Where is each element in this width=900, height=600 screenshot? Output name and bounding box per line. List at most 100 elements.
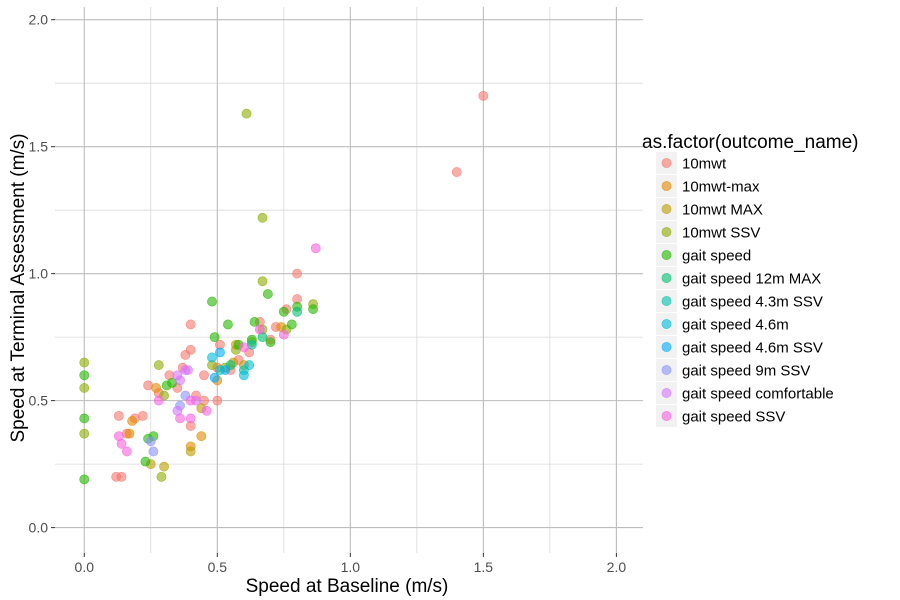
legend-label-10mwt-ssv: 10mwt SSV [682,225,760,242]
point-gait-speed-4-6m [207,352,217,363]
y-tick-label: 1.5 [29,139,49,155]
point-gait-speed-comfortable [175,375,185,386]
point-10mwt [185,319,196,330]
point-gait-speed-4-6m-ssv [215,347,225,358]
point-gait-speed-4-6m [244,360,255,370]
point-gait-speed [223,319,233,330]
legend-swatch-gait-speed-12m-max [661,273,672,283]
point-10mwt-max [196,431,207,442]
legend-swatch-gait-speed [661,250,672,260]
point-gait-speed-ssv [239,342,249,353]
point-gait-speed [140,456,151,467]
y-tick-label: 2.0 [29,12,49,28]
legend-swatch-10mwt-max [661,181,672,191]
point-10mwt-ssv [257,276,268,287]
point-gait-speed [207,296,217,307]
x-tick-label: 1.0 [341,559,361,575]
point-10mwt-ssv [257,212,268,223]
legend-swatch-gait-speed-4-6m-ssv [661,342,672,352]
point-10mwt-ssv [79,383,90,393]
legend-label-gait-speed-12m-max: gait speed 12m MAX [682,271,821,288]
legend-label-10mwt: 10mwt [682,156,727,173]
legend: as.factor(outcome_name) 10mwt10mwt-max10… [642,132,859,427]
point-gait-speed [249,317,260,327]
point-10mwt-ssv [79,428,90,439]
point-10mwt-ssv [156,471,167,482]
point-gait-speed-4-6m-ssv [209,372,220,383]
point-gait-speed-9m-ssv [145,436,156,447]
point-gait-speed-ssv [121,446,132,457]
legend-swatch-gait-speed-4-3m-ssv [661,296,672,306]
legend-label-gait-speed-4-3m-ssv: gait speed 4.3m SSV [682,294,823,311]
point-gait-speed-ssv [201,405,212,416]
point-10mwt-ssv [153,360,164,370]
point-gait-speed-ssv [175,413,185,424]
point-10mwt-ssv [241,108,252,119]
point-gait-speed [209,332,220,343]
point-gait-speed-4-6m-ssv [220,365,231,376]
legend-label-gait-speed-4-6m: gait speed 4.6m [682,317,789,334]
legend-swatch-gait-speed-4-6m [661,319,672,329]
legend-swatch-10mwt-max [661,204,672,214]
point-10mwt [478,90,489,101]
point-10mwt [113,410,124,421]
point-gait-speed-ssv [310,243,321,254]
point-10mwt-max [185,446,196,457]
point-gait-speed-12m-max [292,306,303,317]
y-axis-title: Speed at Terminal Assessment (m/s) [8,133,29,442]
point-gait-speed-comfortable [183,365,193,376]
point-10mwt [212,395,223,406]
point-gait-speed-ssv [185,413,196,424]
point-gait-speed [278,306,289,317]
point-10mwt-ssv [79,357,90,368]
point-gait-speed-ssv [254,324,265,335]
point-gait-speed-ssv [113,431,124,442]
panel-background [55,7,643,553]
y-tick-label: 0.5 [29,393,49,409]
point-10mwt [292,268,303,279]
legend-swatch-10mwt [661,158,672,168]
point-10mwt [116,471,127,482]
point-gait-speed-ssv [153,395,164,406]
legend-label-gait-speed-4-6m-ssv: gait speed 4.6m SSV [682,340,823,357]
point-10mwt-max [151,383,162,393]
point-gait-speed [79,413,90,424]
legend-label-10mwt-max: 10mwt MAX [682,202,763,219]
point-gait-speed [79,474,90,485]
x-tick-label: 1.5 [474,559,494,575]
point-gait-speed [265,337,276,348]
legend-label-gait-speed-ssv: gait speed SSV [682,409,785,426]
legend-swatch-gait-speed-9m-ssv [661,365,672,375]
point-10mwt [451,167,462,177]
point-10mwt-max [124,428,135,439]
grid-lines [55,7,643,553]
legend-label-10mwt-max: 10mwt-max [682,179,760,196]
point-10mwt-max [159,461,169,472]
x-tick-label: 0.0 [75,559,95,575]
x-tick-label: 2.0 [607,559,627,575]
point-gait-speed-ssv [278,329,289,340]
x-tick-label: 0.5 [208,559,228,575]
x-axis-title: Speed at Baseline (m/s) [246,576,449,597]
legend-swatch-10mwt-ssv [661,227,672,237]
point-gait-speed [308,304,318,315]
point-10mwt [199,370,209,381]
y-tick-label: 1.0 [29,266,49,282]
legend-items: 10mwt 10mwt-max 10mwt MAX 10mwt SSV gait spe… [656,152,834,427]
point-gait-speed [262,289,273,299]
legend-swatch-gait-speed-comfortable [661,388,672,398]
legend-label-gait-speed: gait speed [682,248,751,265]
legend-title: as.factor(outcome_name) [642,132,859,153]
point-gait-speed-ssv [185,395,196,406]
data-points [79,90,489,485]
legend-label-gait-speed-9m-ssv: gait speed 9m SSV [682,363,810,380]
legend-swatch-gait-speed-ssv [661,411,672,421]
y-axis-ticks: 0.0 0.5 1.0 1.5 2.0 [29,12,55,536]
x-axis-ticks: 0.0 0.5 1.0 1.5 2.0 [75,553,627,575]
point-gait-speed-4-6m [239,370,249,381]
point-10mwt-max [127,416,138,426]
point-gait-speed-9m-ssv [148,446,159,457]
point-gait-speed [286,319,297,330]
y-tick-label: 0.0 [29,520,49,536]
